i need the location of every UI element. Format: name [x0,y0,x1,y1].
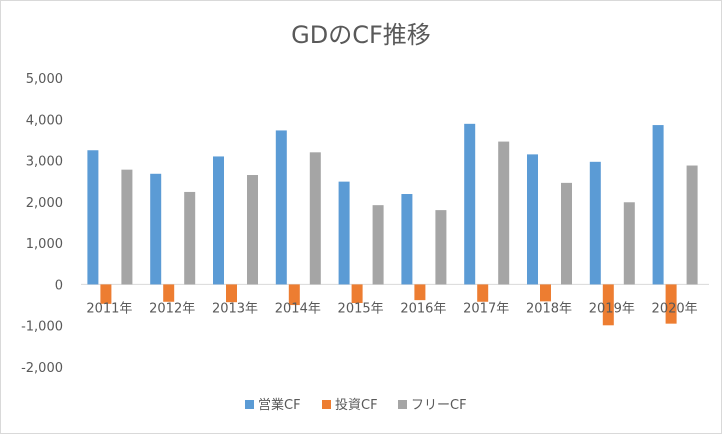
bar-3 [686,165,698,285]
bar-2 [665,284,677,324]
bar-2 [414,284,426,301]
x-tick-label: 2014年 [275,301,321,316]
bar-1 [527,154,538,285]
bar-3 [561,182,572,285]
bar-2 [100,284,112,304]
bar-3 [372,205,384,285]
y-tick-label: 0 [55,278,63,293]
x-tick-label: 2017年 [463,301,509,316]
bar-2 [288,284,300,306]
bar-1 [87,150,99,285]
bar-3 [309,152,321,285]
x-tick-label: 2015年 [338,301,384,316]
legend-swatch [322,400,331,409]
bar-2 [163,284,175,302]
bar-2 [540,284,551,302]
x-tick-label: 2020年 [652,301,698,316]
x-tick-label: 2016年 [400,301,446,316]
bar-1 [401,194,413,285]
legend-label: 投資CF [335,397,378,413]
legend-swatch [245,400,254,409]
bar-2 [602,284,614,326]
y-tick-label: 5,000 [26,72,63,87]
bar-1 [275,130,287,285]
bar-2 [351,284,363,304]
y-tick-label: 2,000 [26,196,63,211]
x-tick-label: 2019年 [589,301,635,316]
y-tick-label: 3,000 [26,155,63,170]
x-tick-label: 2013年 [212,301,258,316]
x-tick-label: 2012年 [149,301,195,316]
y-tick-label: 4,000 [26,113,63,128]
bar-2 [477,284,489,302]
bar-3 [184,191,196,285]
legend-swatch [398,400,407,409]
bar-3 [121,169,133,285]
bar-1 [589,161,601,285]
y-tick-label: -1,000 [21,320,63,335]
bar-1 [213,156,224,285]
bar-1 [652,125,664,285]
y-tick-label: 1,000 [26,237,63,252]
x-tick-label: 2018年 [526,301,572,316]
legend-label: フリーCF [411,398,467,413]
bar-1 [150,173,162,285]
y-tick-label: -2,000 [21,361,63,376]
chart-title: GDのCF推移 [291,21,431,49]
bar-2 [226,284,237,303]
bar-3 [498,141,510,285]
x-tick-label: 2011年 [86,301,132,316]
bar-3 [623,202,635,285]
bar-3 [247,175,258,285]
bar-1 [338,181,350,285]
legend-label: 営業CF [258,397,301,413]
bar-1 [464,123,476,285]
bar-3 [435,210,447,285]
